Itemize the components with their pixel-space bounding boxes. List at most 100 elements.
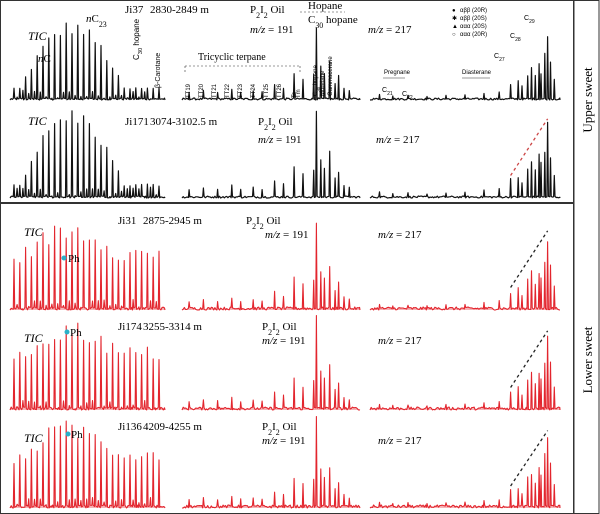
depth-range: 3255-3314 m [143,321,202,333]
tic-trace [9,110,166,199]
ph-label: Ph [68,253,80,265]
ion-191-label: m/z = 191 [258,134,302,146]
carotane-label: β-Carotane [155,53,162,88]
well-name: Ji136 [118,421,142,433]
oil-label: P2I2 Oil [262,421,297,437]
ion-217-label: m/z = 217 [378,229,422,241]
nC23-label: nC23 [86,13,107,29]
legend-entry-1: αββ (20S) [460,16,487,22]
m191-trace [181,415,361,509]
tt-label-TT20: TT20 [199,83,205,98]
well-name: Ji37 [125,4,144,16]
ph-label: Ph [71,429,83,441]
tic-label: TIC [28,29,48,43]
tricyclic-terpane-label: Tricyclic terpane [198,52,266,63]
m217-trace-fill [370,241,560,310]
oil-label: P2I2 Oil [246,215,281,231]
tic-trace [9,420,166,509]
c28-label: C28 [510,33,521,43]
legend-entry-0: αββ (20R) [460,8,487,14]
c30-hopane-header: C30 hopane [308,14,358,30]
well-name: Ji174 [118,321,142,333]
oil-label: P2I2 Oil [258,116,293,132]
ts-label: Ts [292,92,298,98]
ion-217-label: m/z = 217 [378,335,422,347]
m217-trace [369,437,561,509]
well-name: Ji31 [118,215,136,227]
ion-191-label: m/z = 191 [262,435,306,447]
tm-label: Tm [296,89,302,98]
tic-trace-fill [10,323,165,410]
tic-trace [9,22,166,101]
depth-range: 2875-2945 m [143,215,202,227]
m191-trace [181,222,361,311]
depth-range: 2830-2849 m [150,4,209,16]
tt-label-TT25: TT25 [264,83,270,98]
tt-label-TT26: TT26 [277,83,283,98]
sterane-trend-line [510,330,549,388]
tic-label: TIC [24,431,44,445]
legend-symbol-0: ● [452,8,456,14]
oil-label: P2I2 Oil [250,4,285,20]
c30-peak-label: C30 hopane [313,65,321,96]
ion-191-label: m/z = 191 [250,24,294,36]
ph-marker [65,431,71,437]
depth-range: 4209-4255 m [143,421,202,433]
tt-label-TT23: TT23 [238,83,244,98]
c27-label: C27 [494,53,505,63]
legend-symbol-3: ○ [452,32,456,38]
depth-range: 3074-3102.5 m [150,116,218,128]
diasterane-label: Diasterane [462,70,492,76]
ion-191-label: m/z = 191 [262,335,306,347]
oil-label: P2I2 Oil [262,321,297,337]
tt-label-TT21: TT21 [212,83,218,98]
tt-label-TT19: TT19 [186,83,192,98]
tt-label-TT22: TT22 [225,83,231,98]
group-label-upper: Upper sweet [580,67,595,133]
ph-marker [61,255,67,261]
m217-trace-fill [370,437,560,508]
m217-trace [369,121,561,199]
sterane-trend-line [510,430,549,487]
tic-label: TIC [24,225,44,239]
m191-trace [181,315,361,411]
gammacerane-label: Gammacerane [328,56,334,96]
tic-trace [9,322,166,411]
hopane-label: Hopane [308,0,342,12]
m191-trace [181,110,361,199]
group-label-lower: Lower sweet [580,326,595,393]
ion-217-label: m/z = 217 [376,134,420,146]
c30-hopane-tic-label: C30 hopane [132,18,144,60]
ion-217-label: m/z = 217 [368,24,412,36]
traces [9,22,561,509]
legend-entry-3: ααα (20R) [460,32,487,38]
ph-marker [64,329,70,335]
sterane-trend-line [510,118,549,176]
nC-label: nC [38,53,51,65]
moretane-label: Moretane [320,70,326,96]
legend-symbol-2: ▲ [452,24,458,30]
ion-191-label: m/z = 191 [265,229,309,241]
tricyclic-bracket [184,65,301,72]
well-name: Ji171 [125,116,149,128]
tic-label: TIC [24,331,44,345]
tic-trace-fill [10,421,165,508]
c22-label: C22 [402,91,413,101]
tic-trace-fill [10,226,165,310]
m217-trace [369,36,561,101]
pregnane-label: Pregnane [384,70,411,76]
m217-trace [369,335,561,411]
sterane-trend-line [510,230,549,288]
c29-label: C29 [524,15,535,25]
tt-label-TT24: TT24 [251,83,257,98]
lower-panel-frame [0,203,574,514]
tic-trace [9,225,166,311]
m217-trace [369,241,561,311]
m217-trace-fill [370,336,560,410]
ion-217-label: m/z = 217 [378,435,422,447]
tic-label: TIC [28,114,48,128]
ph-label: Ph [70,327,82,339]
legend-entry-2: ααα (20S) [460,24,487,30]
